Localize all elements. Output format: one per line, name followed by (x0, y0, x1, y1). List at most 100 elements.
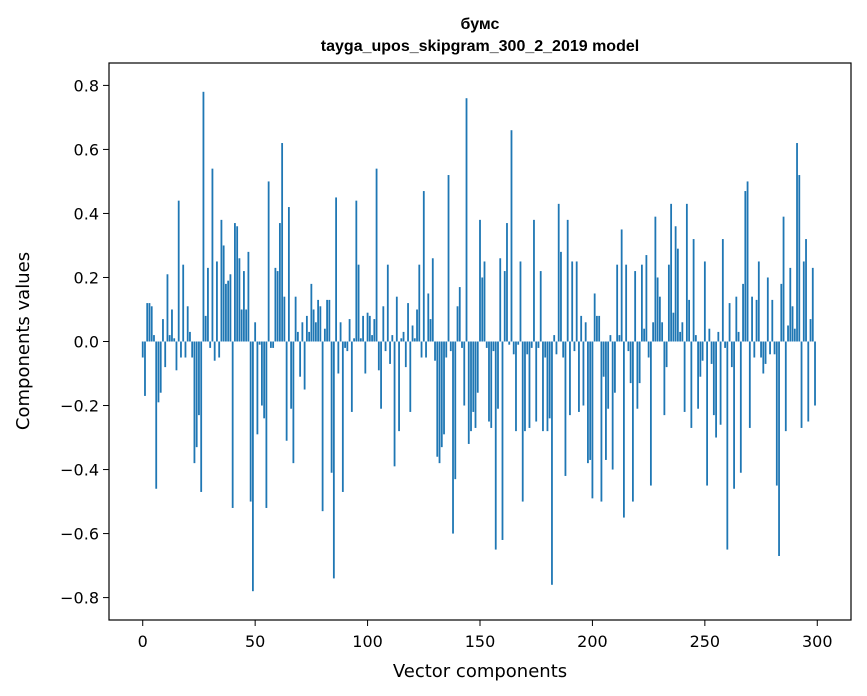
bar (332, 341, 335, 579)
y-tick-label: −0.8 (60, 589, 99, 608)
bar (519, 261, 522, 342)
bar (623, 341, 625, 518)
x-tick-label: 0 (138, 632, 148, 651)
bar (454, 341, 457, 480)
bar (771, 299, 774, 342)
bar (476, 341, 479, 393)
bar (148, 303, 151, 342)
bar (746, 181, 749, 342)
bar (742, 283, 744, 342)
bar (287, 207, 290, 342)
bar (157, 341, 160, 403)
bar (539, 271, 542, 342)
bar (200, 341, 203, 492)
bar (330, 341, 333, 473)
bar (211, 168, 214, 342)
bar (566, 219, 569, 342)
bar (699, 341, 702, 377)
bar (479, 219, 481, 342)
bar (461, 341, 463, 348)
bar (571, 261, 574, 342)
bar (198, 341, 200, 416)
bar (775, 341, 778, 486)
bar (202, 91, 205, 342)
chart-subtitle: tayga_upos_skipgram_300_2_2019 model (321, 38, 639, 55)
bar (177, 200, 180, 342)
bar (481, 277, 484, 342)
bar (483, 261, 486, 342)
bar (814, 341, 816, 406)
bar (344, 341, 346, 348)
bar (762, 341, 765, 374)
chart-title: бумс (461, 16, 500, 33)
y-tick-label: −0.2 (60, 397, 99, 416)
bar (807, 341, 810, 422)
bar (234, 223, 236, 342)
bar (710, 341, 713, 364)
bar (150, 306, 153, 342)
bar (501, 341, 504, 540)
bar (721, 239, 724, 342)
bar (285, 341, 288, 441)
bar (323, 328, 326, 342)
bar (492, 341, 495, 352)
bar (467, 341, 470, 444)
bar (647, 341, 650, 358)
bar (784, 341, 787, 432)
bar (719, 341, 722, 425)
x-tick-label: 300 (802, 632, 833, 651)
bar (355, 200, 358, 342)
bar (173, 338, 176, 342)
bar (422, 191, 425, 342)
bar (146, 303, 149, 342)
bar (665, 341, 668, 368)
bar (515, 341, 517, 432)
bar (470, 341, 472, 432)
bar (811, 267, 814, 342)
bar (499, 258, 502, 342)
bar (474, 341, 477, 428)
bar (793, 328, 796, 342)
bar (382, 306, 385, 342)
bar (757, 261, 760, 342)
bar (153, 335, 155, 342)
bar (715, 341, 717, 438)
bar (452, 341, 454, 534)
bar (618, 335, 621, 342)
bar (640, 264, 643, 342)
bar (319, 306, 322, 342)
bar (596, 315, 598, 342)
bar (607, 341, 610, 409)
bar (488, 341, 490, 422)
bar (427, 293, 430, 342)
bar (213, 341, 216, 361)
bar (490, 341, 493, 428)
bar (276, 271, 279, 342)
y-tick-label: −0.4 (60, 461, 99, 480)
bar (252, 341, 254, 592)
bar (537, 341, 540, 348)
bar (548, 341, 551, 419)
bar (314, 322, 317, 342)
bar (503, 271, 506, 342)
bar (634, 271, 637, 342)
bar (238, 258, 241, 342)
bar (249, 341, 252, 502)
bar (418, 264, 421, 342)
bar (778, 341, 780, 556)
bar (694, 335, 697, 342)
bar (744, 191, 747, 342)
bar (494, 341, 497, 550)
bar (256, 341, 259, 435)
bar (643, 328, 646, 342)
bar (162, 319, 164, 342)
bar (703, 261, 706, 342)
bar (420, 341, 423, 358)
y-axis-label: Components values (13, 252, 34, 430)
bar (692, 239, 695, 342)
bar (258, 341, 261, 345)
bar (346, 341, 349, 352)
bar (582, 341, 585, 406)
bar (359, 338, 362, 342)
